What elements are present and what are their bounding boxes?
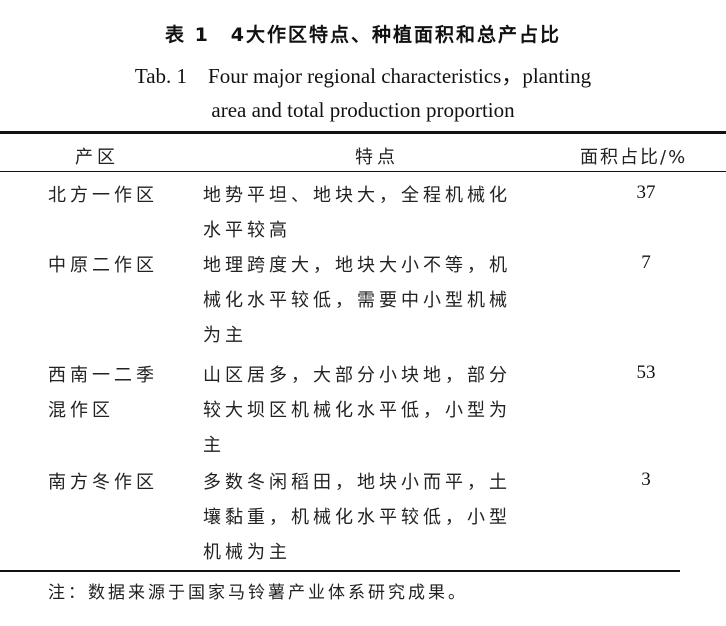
header-area: 面积占比/% bbox=[580, 147, 688, 168]
table-title-cn: 表 1 4大作区特点、种植面积和总产占比 bbox=[164, 24, 562, 46]
header-region: 产区 bbox=[75, 147, 119, 168]
region-cell: 中原二作区 bbox=[48, 255, 158, 276]
region-cell: 南方冬作区 bbox=[48, 472, 158, 493]
table-title-en-line2: area and total production proportion bbox=[211, 98, 515, 122]
area-pct-cell: 37 bbox=[636, 182, 656, 203]
region-cell: 西南一二季 bbox=[48, 365, 158, 386]
features-cell: 地理跨度大，地块大小不等，机 bbox=[203, 255, 511, 276]
area-pct-cell: 7 bbox=[641, 252, 651, 273]
region-cell: 北方一作区 bbox=[48, 185, 158, 206]
table-title-en-line1: Tab. 1 Four major regional characteristi… bbox=[134, 64, 592, 88]
features-cell: 为主 bbox=[203, 325, 247, 346]
features-cell: 多数冬闲稻田，地块小而平，土 bbox=[203, 472, 511, 493]
features-cell: 水平较高 bbox=[203, 220, 291, 241]
top-rule bbox=[0, 131, 726, 134]
region-cell: 混作区 bbox=[48, 400, 114, 421]
header-rule bbox=[0, 171, 726, 172]
area-pct-cell: 3 bbox=[641, 469, 651, 490]
bottom-rule bbox=[0, 570, 680, 572]
features-cell: 械化水平较低，需要中小型机械 bbox=[203, 290, 511, 311]
features-cell: 壤黏重，机械化水平较低，小型 bbox=[203, 507, 511, 528]
features-cell: 较大坝区机械化水平低，小型为 bbox=[203, 400, 511, 421]
features-cell: 山区居多，大部分小块地，部分 bbox=[203, 365, 511, 386]
features-cell: 机械为主 bbox=[203, 542, 291, 563]
table-note: 注：数据来源于国家马铃薯产业体系研究成果。 bbox=[48, 583, 468, 603]
area-pct-cell: 53 bbox=[636, 362, 656, 383]
features-cell: 地势平坦、地块大，全程机械化 bbox=[203, 185, 511, 206]
features-cell: 主 bbox=[203, 435, 225, 456]
header-features: 特点 bbox=[355, 147, 399, 168]
